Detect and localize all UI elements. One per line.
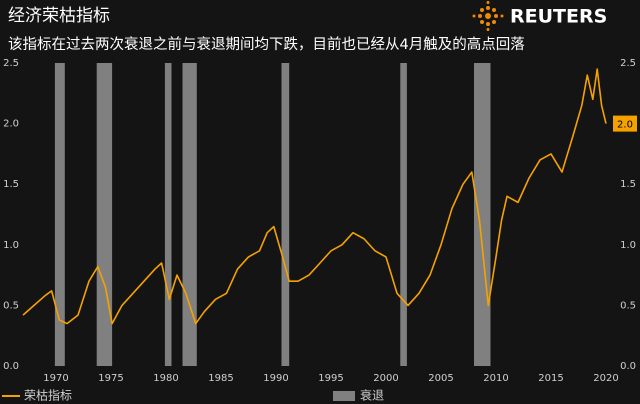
- y-tick-label: 1.5: [3, 179, 19, 190]
- x-tick-label: 1980: [153, 373, 178, 384]
- y-tick-label: 0.0: [3, 361, 19, 372]
- x-tick-label: 2005: [428, 373, 453, 384]
- recession-band: [96, 63, 113, 366]
- y-tick-label-right: 1.5: [620, 179, 636, 190]
- y-tick-label: 2.0: [3, 119, 19, 130]
- y-tick-label-right: 2.5: [620, 58, 636, 69]
- y-tick-label: 1.0: [3, 240, 19, 251]
- recession-band: [164, 63, 172, 366]
- y-tick-label-right: 0.0: [620, 361, 636, 372]
- recession-band: [281, 63, 290, 366]
- recession-band: [474, 63, 491, 366]
- recession-band: [54, 63, 65, 366]
- chart-title: 经济荣枯指标: [8, 6, 110, 26]
- y-tick-label: 2.5: [3, 58, 19, 69]
- logo-icon: [472, 1, 504, 31]
- y-tick-label-right: 1.0: [620, 240, 636, 251]
- value-label: 2.0: [617, 120, 633, 131]
- legend-swatch: [333, 391, 355, 401]
- x-tick-label: 1985: [208, 373, 233, 384]
- x-tick-label: 2000: [373, 373, 398, 384]
- x-tick-label: 1995: [318, 373, 343, 384]
- recession-band: [182, 63, 197, 366]
- recession-band: [400, 63, 407, 366]
- x-tick-label: 2010: [483, 373, 508, 384]
- x-tick-label: 1970: [43, 373, 68, 384]
- value-label-box: [613, 115, 637, 132]
- x-tick-label: 1990: [263, 373, 288, 384]
- legend-label: 荣枯指标: [24, 388, 72, 403]
- y-tick-label: 0.5: [3, 300, 19, 311]
- x-tick-label: 2015: [538, 373, 563, 384]
- chart-subtitle: 该指标在过去两次衰退之前与衰退期间均下跌，目前也已经从4月触及的高点回落: [8, 36, 525, 53]
- legend-label: 衰退: [360, 388, 384, 403]
- x-tick-label: 2020: [593, 373, 618, 384]
- y-tick-label-right: 0.5: [620, 300, 636, 311]
- logo-text: REUTERS: [510, 6, 607, 28]
- data-line: [22, 68, 607, 325]
- x-tick-label: 1975: [98, 373, 123, 384]
